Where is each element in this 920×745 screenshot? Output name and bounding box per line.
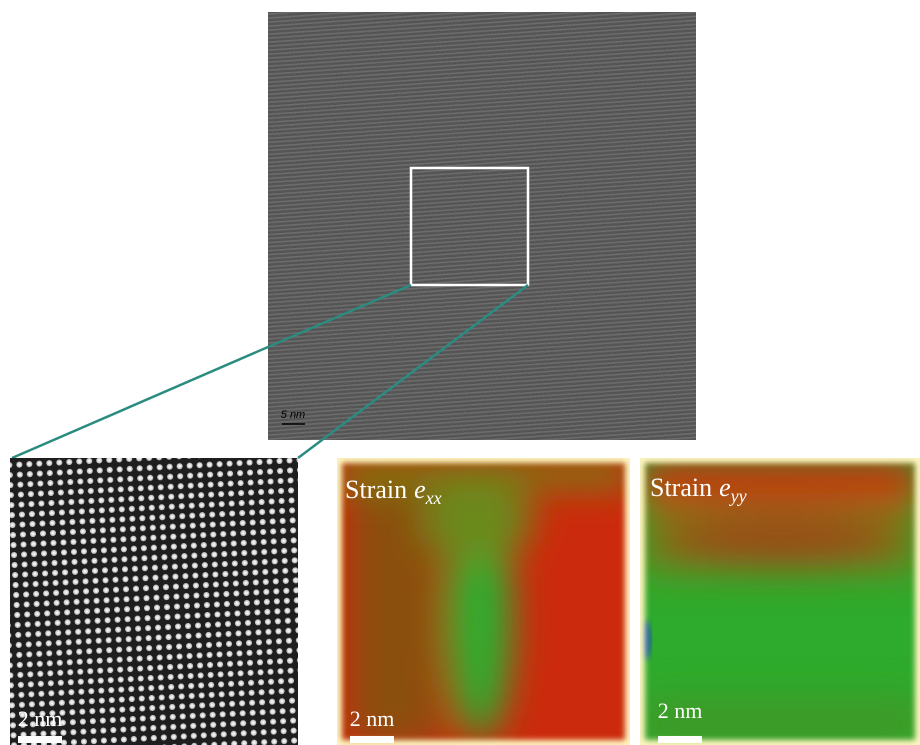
title-word: Strain [345,475,407,504]
figure: 5 nm 2 nm 2 nm Strainexx [0,0,920,745]
scale-label: 5 nm [281,409,305,421]
title-word: Strain [650,473,712,502]
scale-label: 2 nm [18,706,63,731]
top-image: 5 nm [268,12,696,440]
scale-label: 2 nm [350,706,395,731]
scale-bar [350,736,394,743]
symbol: e [719,473,731,502]
subscript: yy [729,486,747,506]
scale-bar [18,736,62,743]
scale-label: 2 nm [658,698,703,723]
subscript: xx [425,488,442,508]
scale-bar [658,736,702,743]
symbol: e [414,475,426,504]
lattice-image: 2 nm [10,458,298,745]
